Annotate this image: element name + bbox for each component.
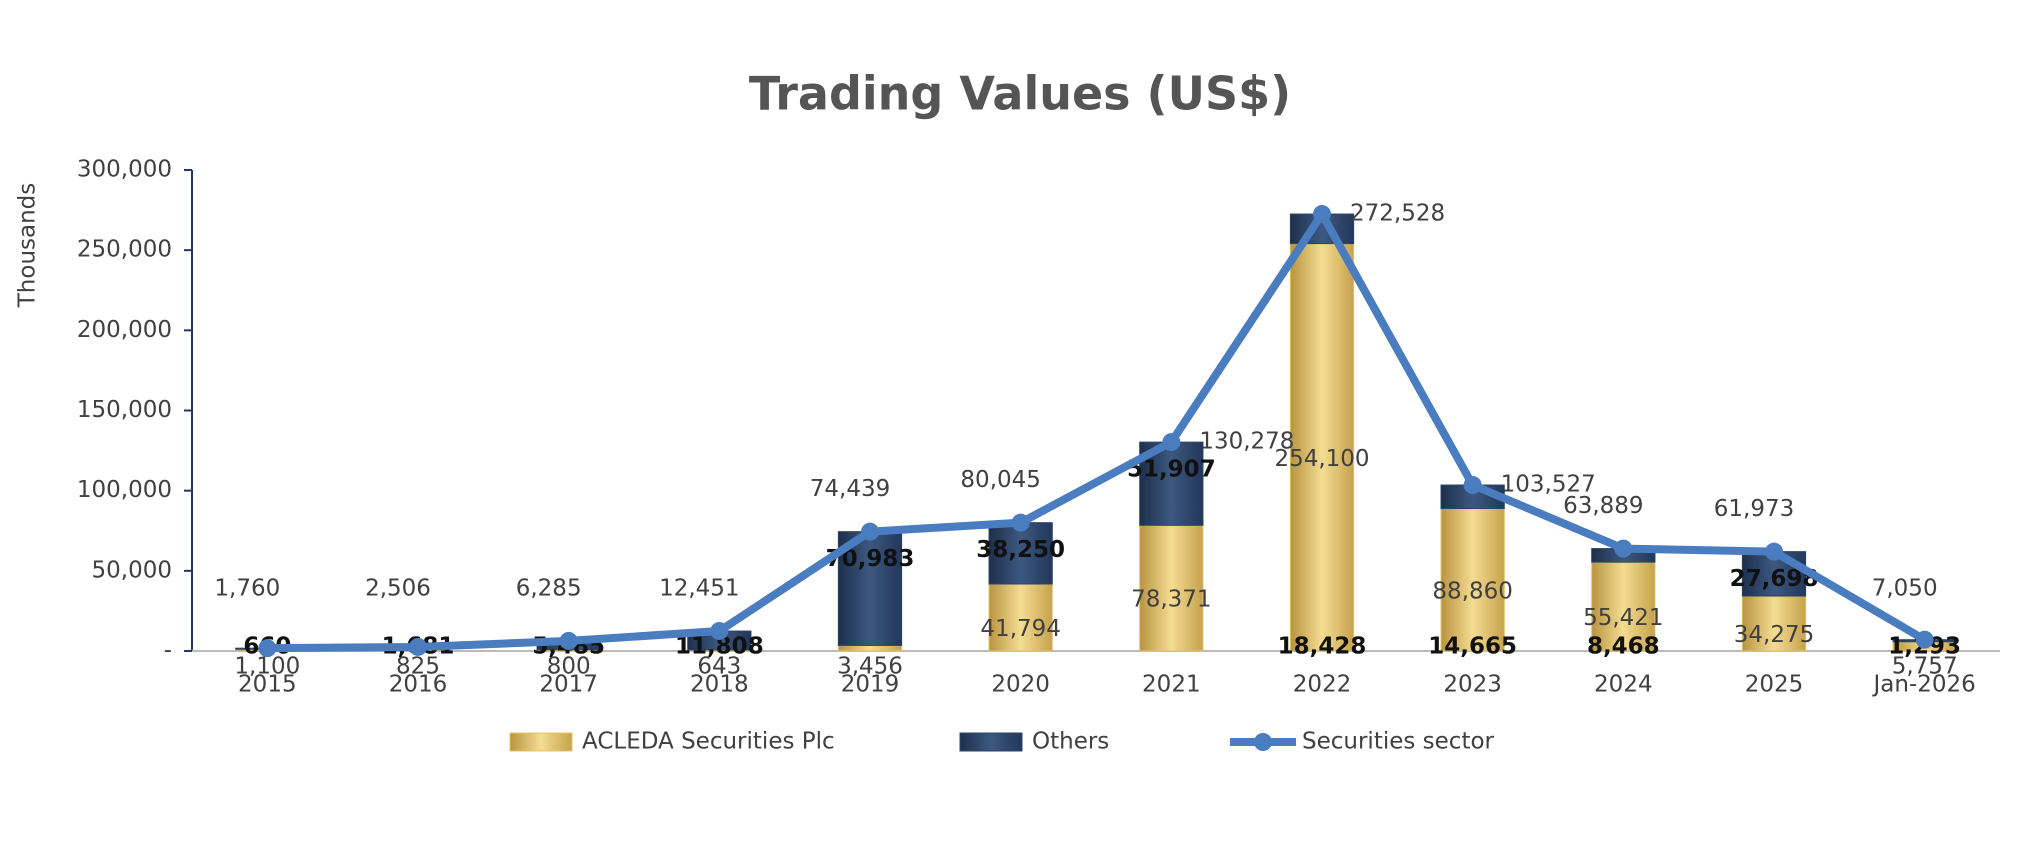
bar-segment (1591, 561, 1656, 652)
data-label: 38,250 (976, 537, 1065, 563)
data-label: 272,528 (1350, 201, 1445, 227)
data-label: 800 (547, 654, 591, 680)
bar-segment (1139, 524, 1204, 652)
x-tick-label: 2018 (690, 672, 749, 698)
data-label: 8,468 (1587, 634, 1660, 660)
x-tick-label: 2017 (539, 672, 598, 698)
y-tick-label: 300,000 (77, 157, 172, 183)
data-label: 14,665 (1428, 634, 1517, 660)
data-label: 61,973 (1714, 496, 1794, 522)
bar-segment (837, 644, 903, 652)
line (267, 210, 1927, 653)
line-marker (1765, 542, 1783, 561)
legend-marker (1254, 733, 1272, 751)
y-axis-label: Thousands (15, 183, 41, 309)
data-label: 254,100 (1274, 446, 1369, 472)
x-tick-label: 2024 (1594, 672, 1653, 698)
data-label: 7,050 (1872, 576, 1938, 602)
y-tick-label: 200,000 (77, 317, 172, 343)
y-tick-label: 100,000 (77, 477, 172, 503)
legend-label: ACLEDA Securities Plc (582, 729, 835, 755)
data-label: 74,439 (810, 476, 890, 502)
y-tick-label: 50,000 (92, 557, 172, 583)
line-marker (1162, 433, 1181, 452)
data-label: 103,527 (1501, 472, 1596, 498)
data-label: 825 (396, 654, 440, 680)
chart-title: Trading Values (US$) (749, 67, 1291, 121)
line-marker (710, 622, 729, 641)
bar-segment (837, 531, 903, 646)
x-tick-label: 2020 (991, 672, 1050, 698)
x-tick-label: 2019 (841, 672, 900, 698)
data-label: 1,100 (234, 654, 300, 680)
bar-segment (1741, 595, 1807, 652)
line-marker (559, 631, 578, 650)
data-label: 18,428 (1278, 634, 1367, 660)
bar-segment (988, 583, 1053, 652)
y-tick-label: 150,000 (77, 397, 172, 423)
line-marker (1313, 205, 1331, 224)
x-tick-label: 2022 (1293, 672, 1352, 698)
legend-swatch (509, 732, 573, 752)
data-label: 1,760 (214, 576, 280, 602)
line-marker (409, 637, 427, 656)
data-label: 41,794 (980, 616, 1060, 642)
data-label: 12,451 (659, 576, 739, 602)
data-label: 63,889 (1563, 493, 1643, 519)
y-tick-label: 250,000 (77, 237, 172, 263)
line-marker (1614, 539, 1633, 558)
y-tick-label: - (164, 638, 172, 664)
bar-segment (1440, 508, 1505, 652)
data-label: 80,045 (960, 467, 1040, 493)
data-label: 55,421 (1583, 605, 1663, 631)
data-label: 78,371 (1131, 587, 1211, 613)
data-label: 643 (697, 654, 741, 680)
x-tick-label: 2023 (1443, 672, 1502, 698)
line-marker (1915, 630, 1934, 649)
line-marker (258, 639, 277, 658)
x-tick-label: 2025 (1745, 672, 1804, 698)
legend-swatch (959, 732, 1023, 752)
bar-segment (1289, 243, 1355, 652)
data-label: 2,506 (365, 576, 431, 602)
data-label: 88,860 (1432, 578, 1512, 604)
x-tick-label: 2015 (238, 672, 297, 698)
data-label: 6,285 (516, 576, 582, 602)
line-marker (861, 522, 879, 541)
x-tick-label: 2021 (1142, 672, 1201, 698)
legend-label: Securities sector (1302, 729, 1495, 755)
data-label: 5,757 (1892, 654, 1958, 680)
data-label: 34,275 (1734, 622, 1814, 648)
x-tick-label: 2016 (389, 672, 448, 698)
bar-segment (988, 522, 1053, 585)
legend-label: Others (1032, 729, 1109, 755)
x-tick-label: Jan-2026 (1872, 672, 1976, 698)
line-marker (1011, 513, 1030, 532)
data-label: 3,456 (837, 654, 903, 680)
data-label: 130,278 (1199, 429, 1294, 455)
line-marker (1463, 476, 1482, 495)
